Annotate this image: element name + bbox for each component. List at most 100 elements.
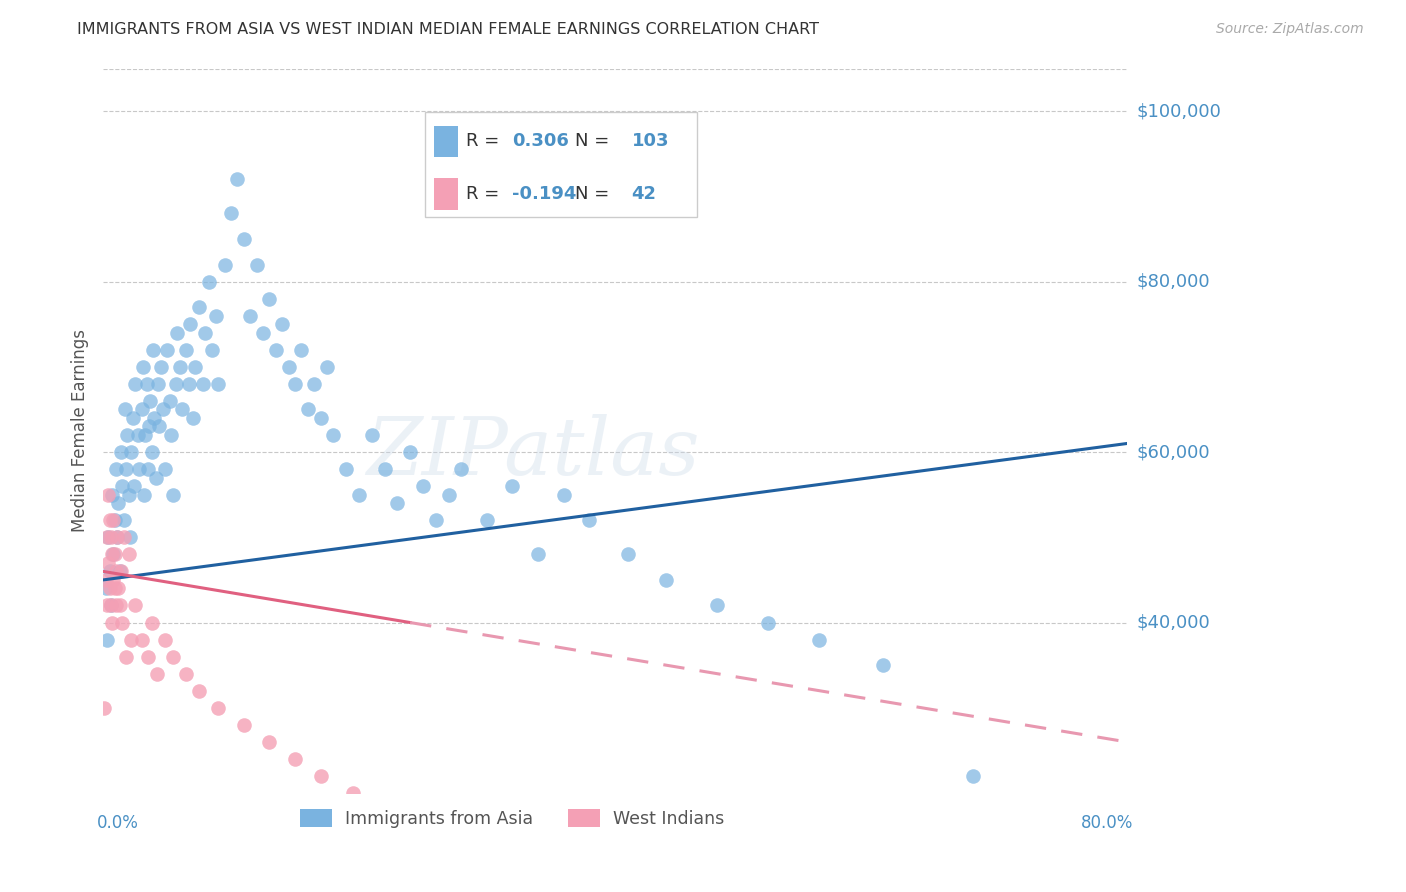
Point	[181, 411, 204, 425]
Point	[103, 547, 125, 561]
Point	[335, 462, 357, 476]
Point	[122, 479, 145, 493]
Point	[194, 326, 217, 340]
Point	[104, 582, 127, 596]
Point	[159, 393, 181, 408]
Point	[219, 206, 242, 220]
Y-axis label: Median Female Earnings: Median Female Earnings	[72, 329, 89, 533]
Point	[124, 376, 146, 391]
Point	[94, 573, 117, 587]
Point	[96, 530, 118, 544]
Point	[399, 445, 422, 459]
Point	[100, 599, 122, 613]
Point	[259, 735, 281, 749]
Point	[387, 496, 409, 510]
Point	[104, 462, 127, 476]
Point	[145, 470, 167, 484]
Point	[347, 488, 370, 502]
Point	[188, 683, 211, 698]
Point	[872, 658, 894, 673]
Point	[101, 615, 124, 630]
Point	[207, 700, 229, 714]
Point	[322, 428, 344, 442]
Point	[146, 376, 169, 391]
Text: 103: 103	[631, 132, 669, 151]
Text: R =: R =	[467, 132, 505, 151]
Point	[309, 769, 332, 783]
Text: 80.0%: 80.0%	[1081, 814, 1133, 832]
Point	[104, 547, 127, 561]
Point	[93, 700, 115, 714]
Point	[124, 599, 146, 613]
Point	[290, 343, 312, 357]
Point	[131, 402, 153, 417]
Point	[149, 359, 172, 374]
Point	[101, 488, 124, 502]
Point	[188, 300, 211, 314]
Point	[96, 599, 118, 613]
Point	[152, 402, 174, 417]
Point	[98, 582, 121, 596]
Point	[98, 565, 121, 579]
Point	[114, 402, 136, 417]
Point	[475, 513, 498, 527]
Text: 0.0%: 0.0%	[97, 814, 139, 832]
Point	[246, 258, 269, 272]
Point	[706, 599, 728, 613]
Point	[264, 343, 287, 357]
Point	[107, 496, 129, 510]
Text: R =: R =	[467, 185, 505, 202]
Point	[756, 615, 779, 630]
Point	[97, 556, 120, 570]
Point	[98, 513, 121, 527]
Point	[169, 359, 191, 374]
Point	[239, 309, 262, 323]
Point	[179, 317, 201, 331]
Point	[135, 376, 157, 391]
FancyBboxPatch shape	[426, 112, 697, 217]
Point	[115, 649, 138, 664]
Point	[232, 232, 254, 246]
Point	[128, 462, 150, 476]
Point	[146, 666, 169, 681]
Text: Source: ZipAtlas.com: Source: ZipAtlas.com	[1216, 22, 1364, 37]
Point	[316, 359, 339, 374]
Point	[160, 428, 183, 442]
Text: $80,000: $80,000	[1136, 273, 1211, 291]
Point	[437, 488, 460, 502]
Point	[162, 649, 184, 664]
Point	[97, 488, 120, 502]
Point	[120, 632, 142, 647]
Text: ZIPatlas: ZIPatlas	[366, 414, 700, 491]
Point	[527, 547, 550, 561]
Point	[112, 530, 135, 544]
Point	[226, 172, 249, 186]
Point	[214, 258, 236, 272]
Point	[162, 488, 184, 502]
Point	[110, 565, 132, 579]
Point	[96, 632, 118, 647]
Point	[232, 718, 254, 732]
Point	[191, 376, 214, 391]
Point	[107, 582, 129, 596]
Point	[101, 547, 124, 561]
Point	[131, 632, 153, 647]
Point	[136, 462, 159, 476]
Point	[655, 573, 678, 587]
Point	[118, 530, 141, 544]
Point	[112, 513, 135, 527]
Point	[174, 666, 197, 681]
Point	[616, 547, 638, 561]
Point	[100, 530, 122, 544]
Point	[374, 462, 396, 476]
Text: 0.306: 0.306	[512, 132, 569, 151]
Text: IMMIGRANTS FROM ASIA VS WEST INDIAN MEDIAN FEMALE EARNINGS CORRELATION CHART: IMMIGRANTS FROM ASIA VS WEST INDIAN MEDI…	[77, 22, 820, 37]
Point	[412, 479, 434, 493]
Text: N =: N =	[575, 185, 614, 202]
Point	[184, 359, 207, 374]
Point	[108, 599, 131, 613]
Legend: Immigrants from Asia, West Indians: Immigrants from Asia, West Indians	[294, 803, 731, 835]
Point	[132, 359, 155, 374]
Point	[808, 632, 831, 647]
Text: $40,000: $40,000	[1136, 614, 1211, 632]
